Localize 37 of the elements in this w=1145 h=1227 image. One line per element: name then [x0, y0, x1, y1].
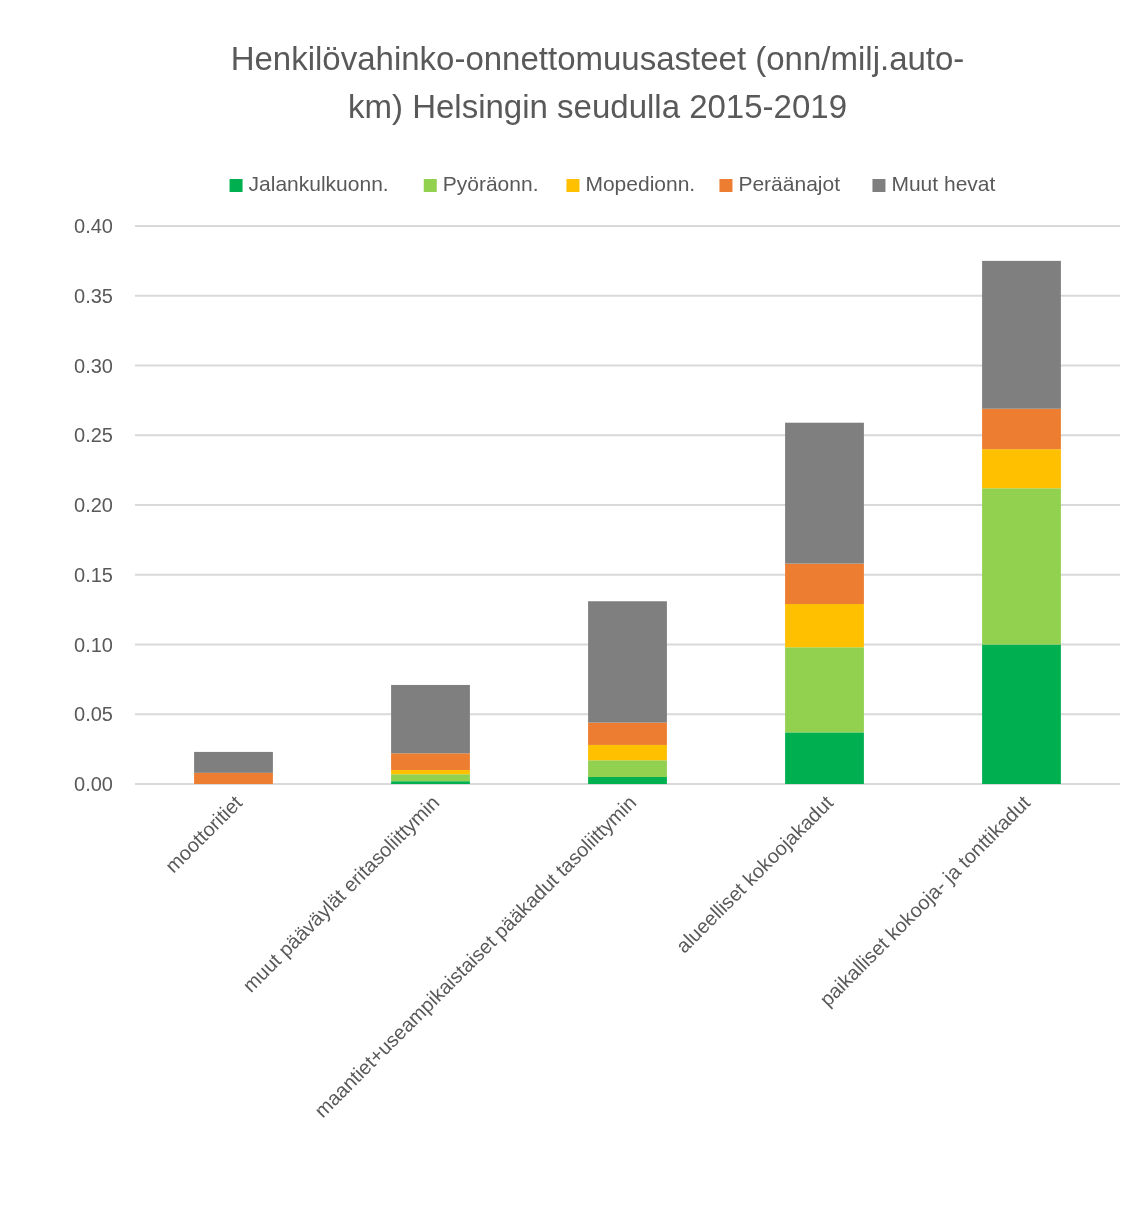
bar	[785, 604, 864, 648]
y-tick-label: 0.20	[74, 494, 113, 516]
y-tick-label: 0.25	[74, 424, 113, 447]
bar	[391, 684, 470, 754]
bar	[194, 772, 273, 784]
bar	[588, 601, 667, 723]
y-tick-label: 0.40	[74, 215, 113, 237]
bar	[982, 408, 1061, 450]
bar	[588, 760, 667, 778]
y-tick-label: 0.35	[74, 284, 113, 307]
bar	[588, 744, 667, 761]
chart-title: Henkilövahinko-onnettomuusasteet (onn/milj.auto-km) Helsingin seudulla 2015-2019	[230, 40, 965, 125]
legend-label: Mopedionn.	[585, 172, 696, 195]
bar	[588, 777, 667, 784]
bar	[785, 563, 864, 605]
y-tick-label: 0.10	[74, 633, 113, 656]
bar	[194, 751, 273, 773]
legend-label: Muut hevat	[891, 172, 996, 195]
y-tick-label: 0.00	[74, 773, 113, 795]
legend-label: Pyöräonn.	[442, 172, 539, 195]
bar	[982, 260, 1061, 409]
y-tick-label: 0.30	[74, 354, 113, 377]
y-tick-label: 0.05	[74, 703, 113, 726]
bar	[391, 770, 470, 775]
bar	[391, 781, 470, 784]
legend-label: Jalankulkuonn.	[248, 172, 389, 195]
bar	[391, 753, 470, 771]
bar	[982, 449, 1061, 489]
bar	[982, 644, 1061, 784]
bar	[588, 722, 667, 745]
bar	[982, 488, 1061, 645]
bar	[785, 732, 864, 784]
bar	[785, 647, 864, 733]
legend-label: Peräänajot	[738, 172, 841, 195]
bar	[785, 422, 864, 564]
y-tick-label: 0.15	[74, 563, 113, 586]
bar	[391, 774, 470, 782]
